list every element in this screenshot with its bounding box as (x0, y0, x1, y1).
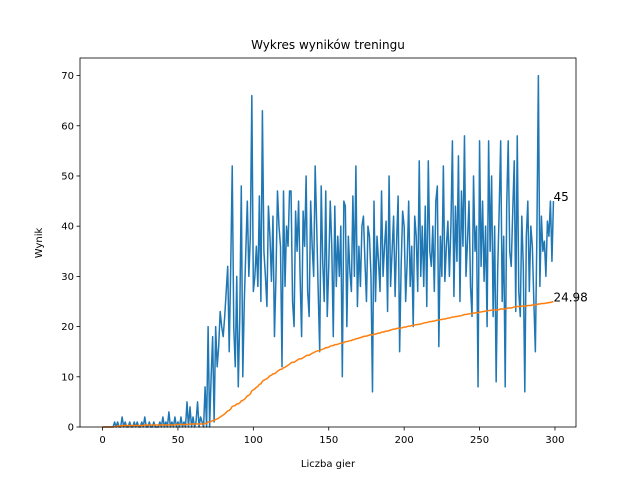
x-tick-label: 0 (99, 435, 105, 446)
line-series (102, 74, 555, 428)
x-tick-label: 50 (172, 435, 185, 446)
x-tick-label: 150 (319, 435, 338, 446)
y-tick-label: 60 (61, 121, 74, 132)
y-axis-label: Wynik (34, 228, 45, 259)
y-tick-label: 0 (68, 423, 74, 434)
y-tick-label: 70 (61, 71, 74, 82)
x-axis-label: Liczba gier (301, 459, 356, 470)
chart-title: Wykres wyników treningu (251, 38, 405, 52)
y-tick-label: 10 (61, 372, 74, 383)
x-tick-label: 100 (244, 435, 263, 446)
x-tick-label: 300 (545, 435, 564, 446)
y-tick-label: 30 (61, 272, 74, 283)
plot-area (102, 74, 555, 428)
line-series (102, 300, 554, 428)
y-tick-label: 40 (61, 222, 74, 233)
x-tick-label: 250 (470, 435, 489, 446)
end-label: 24.98 (553, 291, 587, 305)
y-tick-label: 50 (61, 171, 74, 182)
axes-frame (79, 57, 577, 428)
end-label: 45 (553, 190, 568, 204)
y-tick-label: 20 (61, 322, 74, 333)
x-tick-label: 200 (395, 435, 414, 446)
